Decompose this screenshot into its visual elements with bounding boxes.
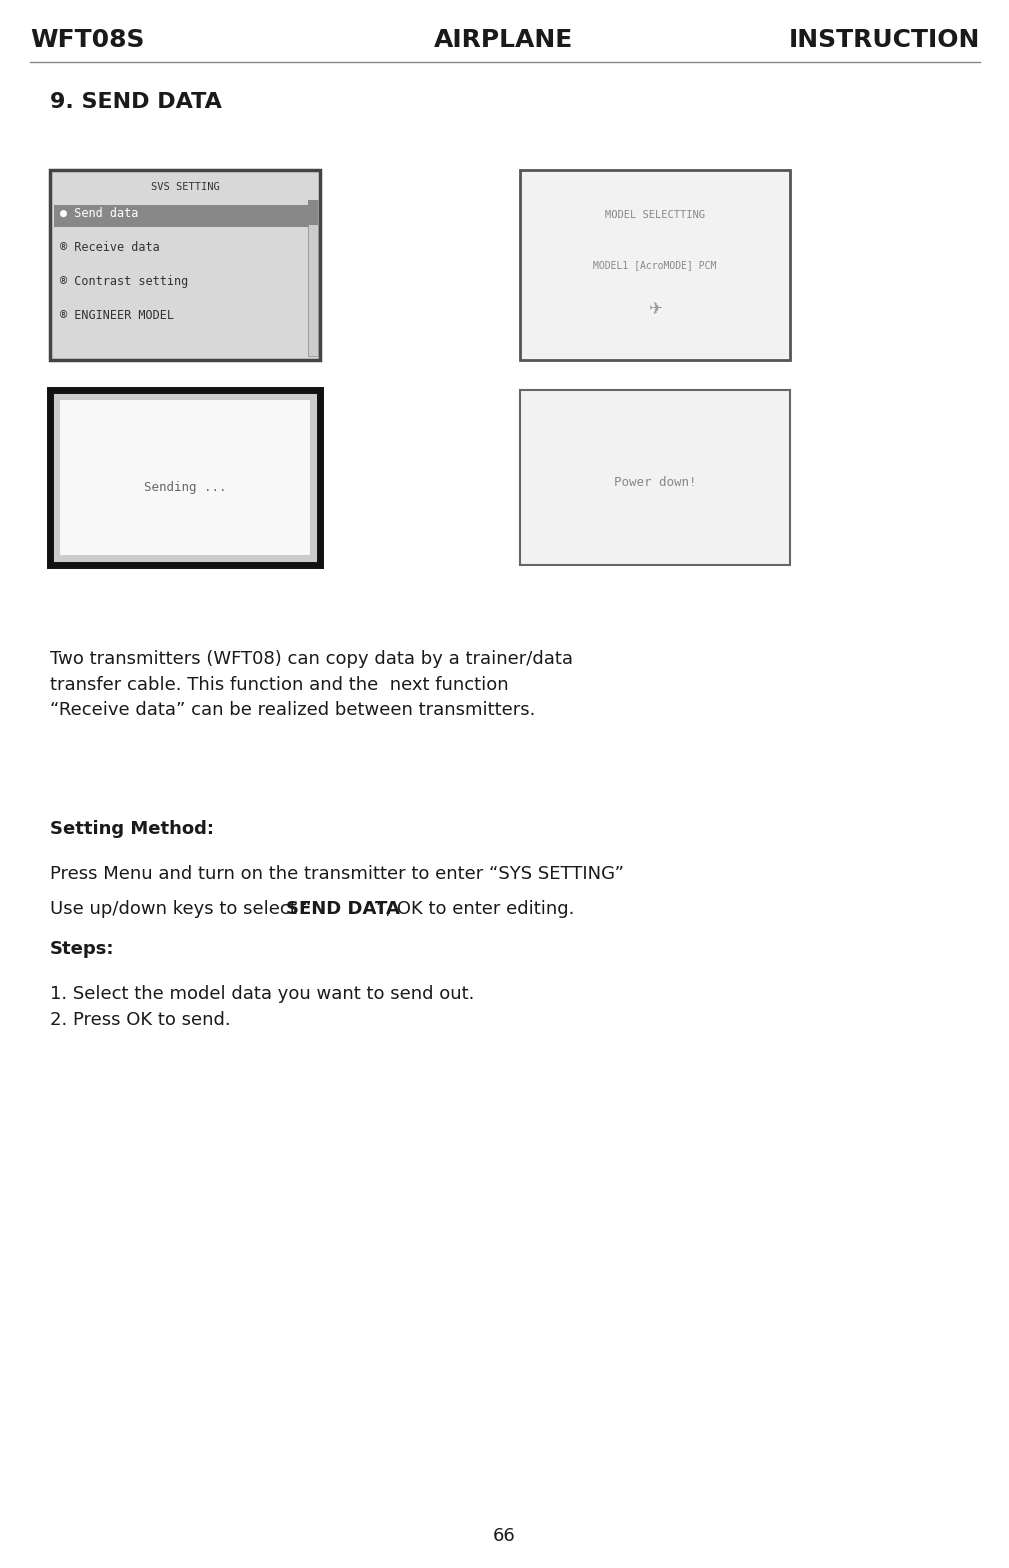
Text: WFT08S: WFT08S	[30, 28, 144, 52]
Bar	[60, 400, 310, 555]
Bar	[54, 205, 316, 227]
Bar	[308, 201, 318, 356]
Bar	[520, 169, 790, 361]
Bar	[520, 390, 790, 564]
Text: ✈: ✈	[648, 299, 662, 318]
Bar	[50, 390, 320, 564]
Text: MODEL1 [AcroMODE] PCM: MODEL1 [AcroMODE] PCM	[593, 260, 716, 270]
Text: MODEL SELECTTING: MODEL SELECTTING	[605, 210, 705, 220]
Text: Sending ...: Sending ...	[143, 481, 226, 494]
Text: Use up/down keys to select “: Use up/down keys to select “	[50, 900, 312, 917]
Bar	[308, 201, 318, 224]
Text: ● Send data: ● Send data	[60, 207, 138, 220]
Bar	[50, 169, 320, 361]
Text: SEND DATA: SEND DATA	[286, 900, 400, 917]
Text: Press Menu and turn on the transmitter to enter “SYS SETTING”: Press Menu and turn on the transmitter t…	[50, 866, 624, 883]
Text: Two transmitters (WFT08) can copy data by a trainer/data
transfer cable. This fu: Two transmitters (WFT08) can copy data b…	[50, 651, 573, 720]
Text: ”, OK to enter editing.: ”, OK to enter editing.	[376, 900, 574, 917]
Text: AIRPLANE: AIRPLANE	[435, 28, 574, 52]
Text: Power down!: Power down!	[613, 477, 696, 489]
Text: Steps:: Steps:	[50, 939, 114, 958]
Text: INSTRUCTION: INSTRUCTION	[789, 28, 980, 52]
Text: Setting Method:: Setting Method:	[50, 820, 214, 837]
Text: 1. Select the model data you want to send out.
2. Press OK to send.: 1. Select the model data you want to sen…	[50, 985, 474, 1029]
Text: 9. SEND DATA: 9. SEND DATA	[50, 93, 222, 111]
Text: SVS SETTING: SVS SETTING	[150, 182, 219, 191]
Text: ® Contrast setting: ® Contrast setting	[60, 274, 189, 289]
Text: 66: 66	[492, 1527, 516, 1544]
Text: ® ENGINEER MODEL: ® ENGINEER MODEL	[60, 309, 174, 321]
Text: ® Receive data: ® Receive data	[60, 241, 159, 254]
